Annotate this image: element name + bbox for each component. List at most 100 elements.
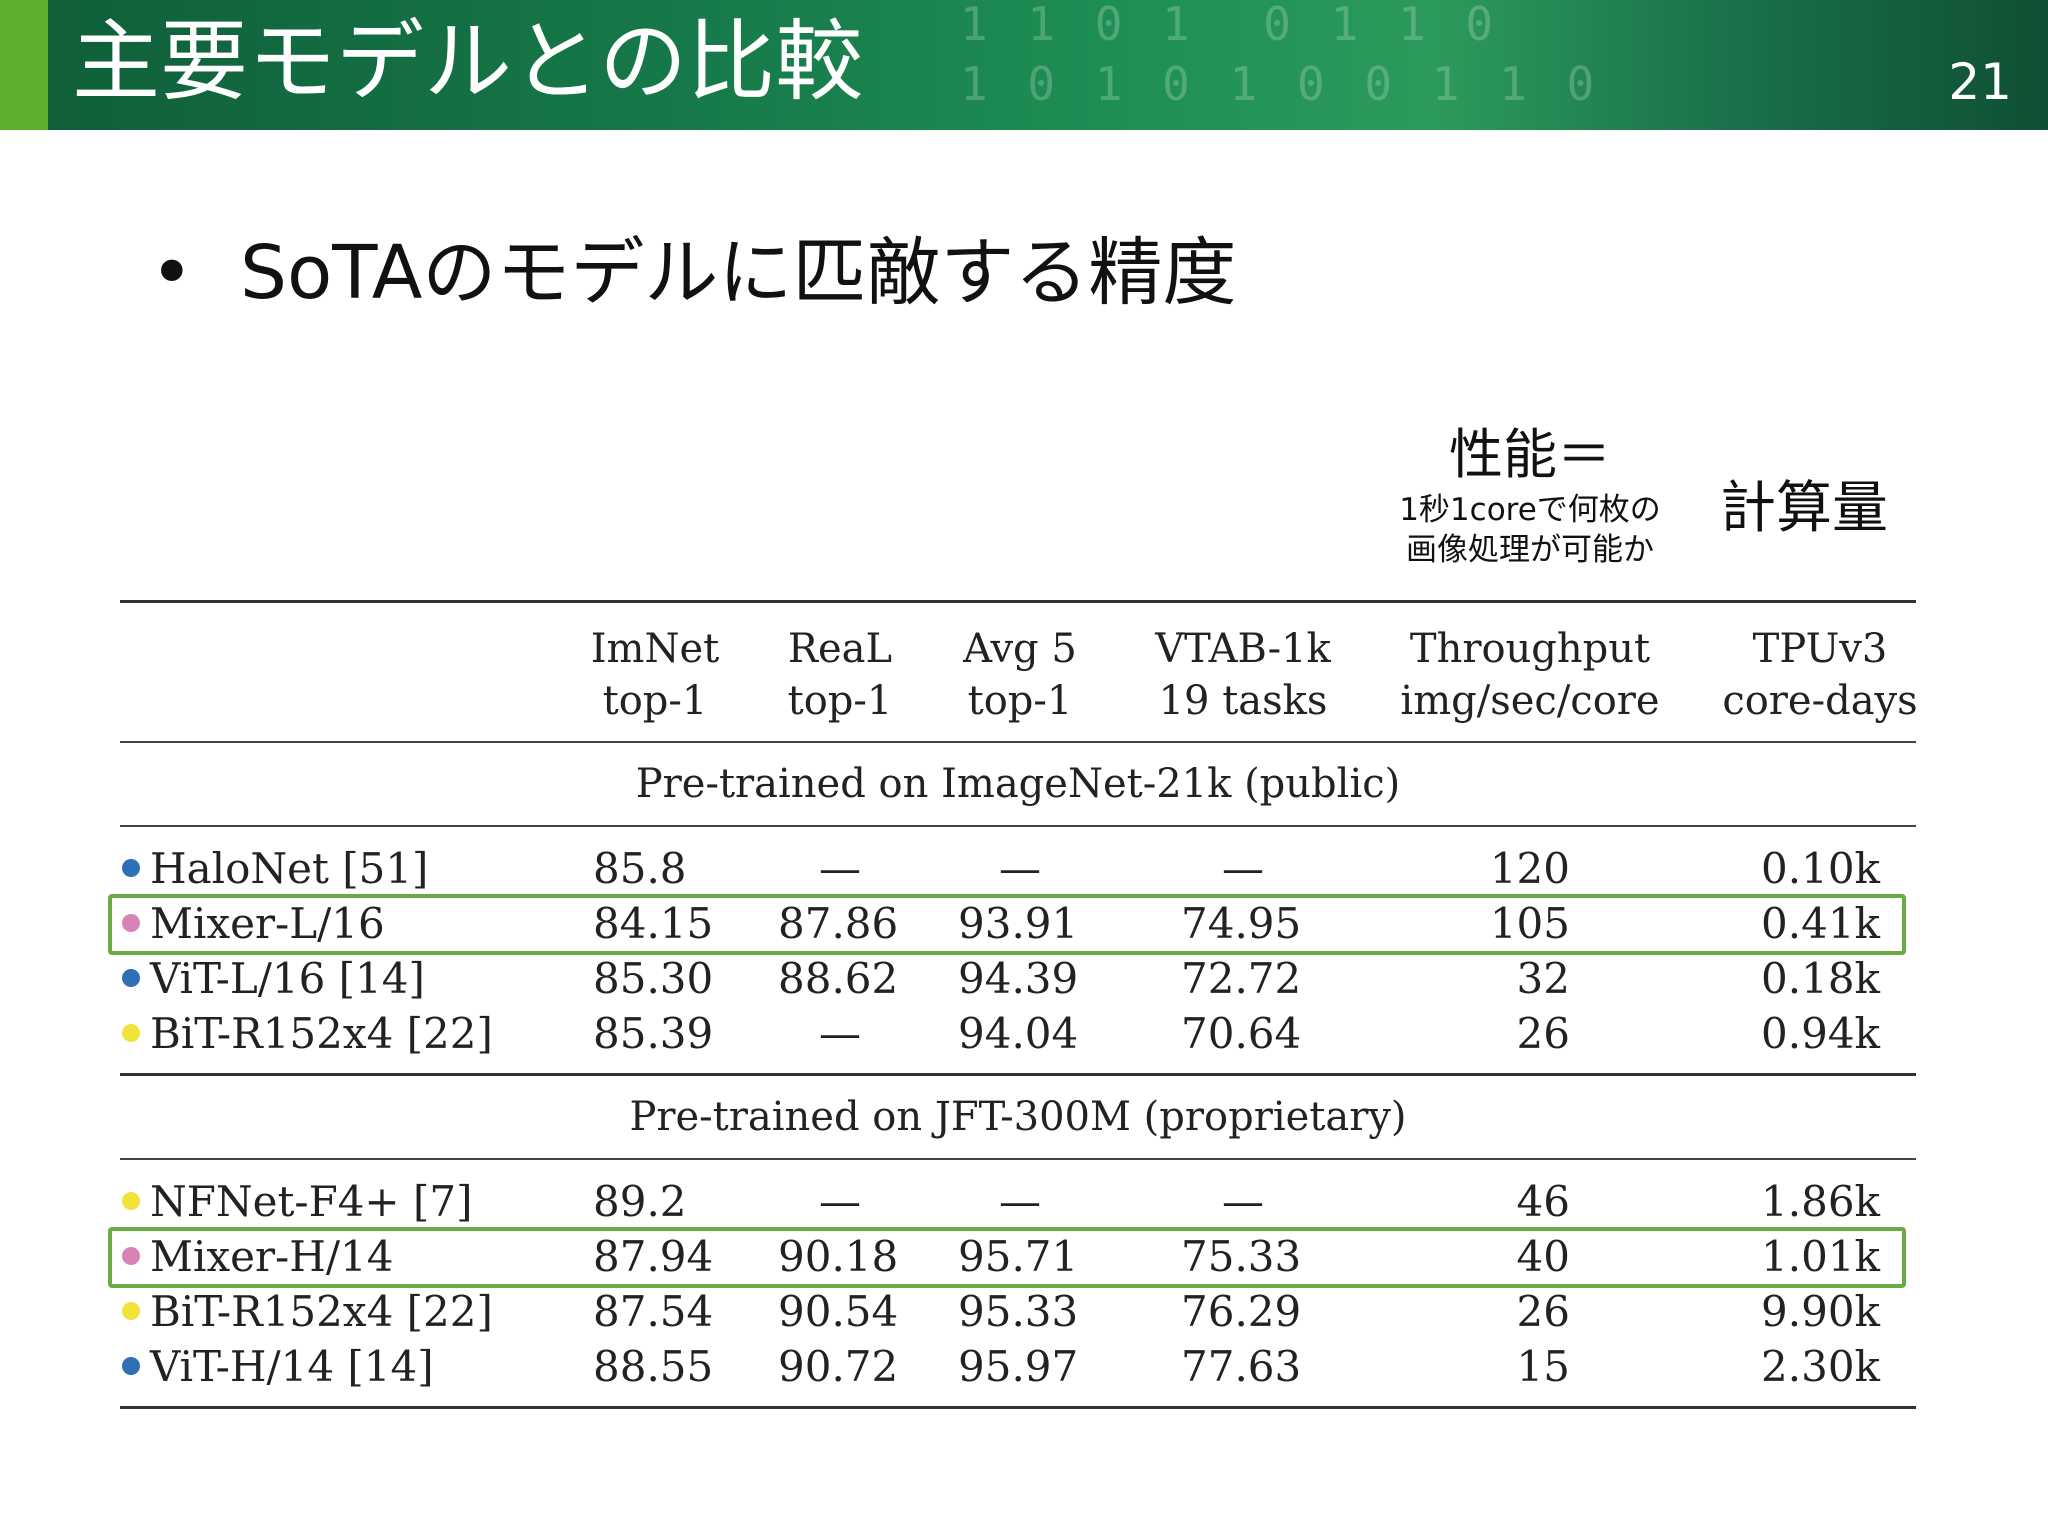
column-header: TPUv3 core-days [1690,623,1950,727]
model-dot-icon [122,1302,140,1320]
model-name-cell: HaloNet [51] [120,841,428,896]
value-cell: 40 [1516,1232,1570,1281]
comparison-table: ImNet top-1 ReaL top-1 Avg 5 top-1 VTAB-1k 19 t… [108,600,1918,1409]
value-cell: 75.33 [1181,1232,1302,1281]
section-rows: HaloNet [51] 85.8 — — — 120 0.10k Mixer-L/16 84.… [108,827,1916,1073]
value-cell: 95.33 [958,1287,1079,1336]
model-dot-icon [122,1247,140,1265]
value-cell: 95.71 [958,1232,1079,1281]
model-name-cell: ViT-L/16 [14] [120,951,425,1006]
value-cell: 0.94k [1761,1009,1880,1058]
value-cell: 26 [1516,1009,1570,1058]
value-cell: 90.72 [778,1342,899,1391]
table-row: HaloNet [51] 85.8 — — — 120 0.10k [120,841,1916,896]
section-rule [120,825,1916,827]
column-header-line2: img/sec/core [1400,678,1660,724]
model-name: HaloNet [51] [150,844,429,893]
table-row: BiT-R152x4 [22] 87.54 90.54 95.33 76.29 26 9.9… [120,1284,1916,1339]
model-name-cell: Mixer-L/16 [120,896,385,951]
model-dot-icon [122,1192,140,1210]
column-header-line2: top-1 [967,678,1073,724]
value-cell: 105 [1489,899,1570,948]
value-cell: — [999,1177,1041,1226]
header-binary-background: 1 1 0 1 0 1 1 0 1 0 1 0 1 0 0 1 1 0 [960,0,1601,111]
model-name: ViT-L/16 [14] [150,954,425,1003]
value-cell: 85.8 [593,844,687,893]
model-name: Mixer-L/16 [150,899,385,948]
column-header-line1: TPUv3 [1752,626,1888,672]
table-top-rule [120,600,1916,603]
column-header: ImNet top-1 [525,623,785,727]
value-cell: 77.63 [1181,1342,1302,1391]
bullet-marker: • [150,230,194,316]
slide-header: 1 1 0 1 0 1 1 0 1 0 1 0 1 0 0 1 1 0 主要モデ… [0,0,2048,130]
section-title: Pre-trained on JFT-300M (proprietary) [629,1094,1407,1140]
model-dot-icon [122,914,140,932]
table-row: ViT-L/16 [14] 85.30 88.62 94.39 72.72 32 0.18k [120,951,1916,1006]
model-name: BiT-R152x4 [22] [150,1287,493,1336]
value-cell: — [819,1009,861,1058]
value-cell: 76.29 [1181,1287,1302,1336]
model-name: Mixer-H/14 [150,1232,394,1281]
value-cell: 90.18 [778,1232,899,1281]
value-cell: 0.41k [1761,899,1880,948]
table-row: NFNet-F4+ [7] 89.2 — — — 46 1.86k [120,1174,1916,1229]
value-cell: 90.54 [778,1287,899,1336]
bullet-point: • SoTAのモデルに匹敵する精度 [150,228,1236,318]
value-cell: 0.10k [1761,844,1880,893]
slide-title: 主要モデルとの比較 [72,10,864,113]
table-row: Mixer-H/14 87.94 90.18 95.71 75.33 40 1.01k [108,1227,1916,1288]
column-header-line1: ImNet [590,626,720,672]
model-name-cell: ViT-H/14 [14] [120,1339,434,1394]
value-cell: 85.30 [593,954,714,1003]
value-cell: 94.39 [958,954,1079,1003]
section-rule [120,1158,1916,1160]
column-header-line2: core-days [1722,678,1918,724]
value-cell: — [819,844,861,893]
table-row: ViT-H/14 [14] 88.55 90.72 95.97 77.63 15 2.30k [120,1339,1916,1394]
performance-annotation: 性能＝ 1秒1coreで何枚の 画像処理が可能か [1350,420,1710,570]
value-cell: 1.86k [1761,1177,1880,1226]
value-cell: 46 [1516,1177,1570,1226]
table-row: BiT-R152x4 [22] 85.39 — 94.04 70.64 26 0.94k [120,1006,1916,1061]
value-cell: 89.2 [593,1177,687,1226]
value-cell: 93.91 [958,899,1079,948]
section-end-rule [120,1073,1916,1076]
model-name-cell: BiT-R152x4 [22] [120,1006,493,1061]
value-cell: 85.39 [593,1009,714,1058]
value-cell: 32 [1516,954,1570,1003]
column-header-line2: 19 tasks [1158,678,1328,724]
value-cell: 72.72 [1181,954,1302,1003]
value-cell: 74.95 [1181,899,1302,948]
model-name: BiT-R152x4 [22] [150,1009,493,1058]
header-rule [120,741,1916,743]
value-cell: 94.04 [958,1009,1079,1058]
value-cell: 0.18k [1761,954,1880,1003]
value-cell: — [819,1177,861,1226]
model-name: NFNet-F4+ [7] [150,1177,473,1226]
column-header-line2: top-1 [602,678,708,724]
column-header-line1: Avg 5 [963,626,1077,672]
value-cell: 88.62 [778,954,899,1003]
performance-annotation-line2: 画像処理が可能か [1406,532,1654,568]
column-header: Avg 5 top-1 [890,623,1150,727]
model-dot-icon [122,1024,140,1042]
section-rows: NFNet-F4+ [7] 89.2 — — — 46 1.86k Mixer-H/14 87.… [108,1160,1916,1406]
column-header-line1: Throughput [1409,626,1651,672]
model-name-cell: BiT-R152x4 [22] [120,1284,493,1339]
header-accent-bar [0,0,48,130]
model-name-cell: Mixer-H/14 [120,1229,393,1284]
column-header: VTAB-1k 19 tasks [1113,623,1373,727]
table-bottom-rule [120,1406,1916,1409]
model-dot-icon [122,859,140,877]
value-cell: 120 [1489,844,1570,893]
value-cell: 70.64 [1181,1009,1302,1058]
column-header-line1: ReaL [787,626,893,672]
value-cell: 1.01k [1761,1232,1880,1281]
page-number: 21 [1948,53,2012,111]
performance-annotation-title: 性能＝ [1449,423,1611,486]
model-dot-icon [122,969,140,987]
value-cell: 84.15 [593,899,714,948]
column-header-line2: top-1 [787,678,893,724]
table-row: Mixer-L/16 84.15 87.86 93.91 74.95 105 0.41k [108,894,1916,955]
